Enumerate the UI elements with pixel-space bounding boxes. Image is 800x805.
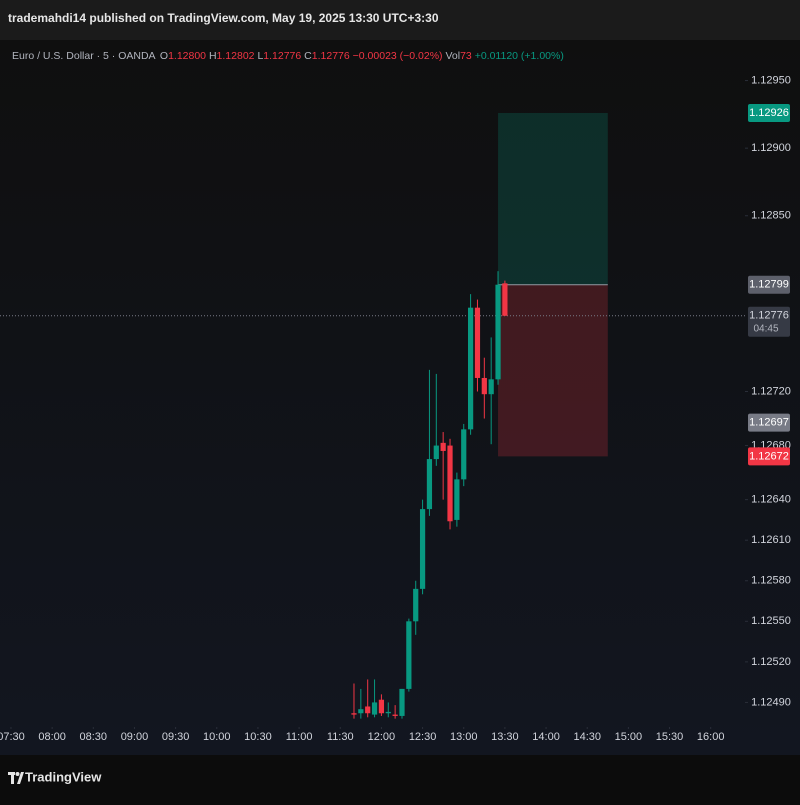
candle-body (467, 307, 474, 430)
x-tick-label: 16:00 (697, 731, 725, 743)
close: 1.12776 (312, 50, 350, 62)
x-tick-label: 12:30 (409, 731, 437, 743)
candle-body (371, 702, 378, 715)
high: 1.12802 (217, 50, 255, 62)
logo-shape (17, 772, 24, 784)
y-tick-label: 1.12950 (751, 74, 791, 86)
y-tick-label: 1.12550 (751, 615, 791, 627)
publish-info: trademahdi14 published on TradingView.co… (8, 11, 439, 25)
logo (8, 772, 24, 784)
axes: 1.129501.129001.128501.127201.126801.126… (0, 74, 791, 742)
x-tick-label: 08:00 (38, 731, 66, 743)
x-tick-label: 13:30 (491, 731, 519, 743)
footer (0, 755, 800, 800)
symbol: Euro / U.S. Dollar · 5 · OANDA (12, 50, 156, 62)
x-tick-label: 15:00 (615, 731, 643, 743)
x-tick-label: 12:00 (368, 731, 396, 743)
x-tick-label: 11:30 (327, 731, 354, 743)
marker-badge (748, 413, 790, 432)
y-tick-label: 1.12520 (751, 656, 791, 668)
stop-label: 1.12672 (749, 450, 789, 462)
marker-label: 1.12697 (749, 416, 789, 428)
plot-area (0, 113, 745, 719)
target-label: 1.12926 (749, 107, 789, 119)
candle-body (378, 699, 385, 714)
stop-badge (748, 447, 790, 466)
x-tick-label: 07:30 (0, 731, 25, 743)
chart-background (0, 40, 800, 755)
x-tick-label: 14:30 (573, 731, 601, 743)
low: 1.12776 (263, 50, 301, 62)
logo-shape (11, 772, 14, 784)
brand: TradingView (25, 769, 102, 784)
open-label: O (160, 50, 168, 62)
high-label: H (209, 50, 217, 62)
volume-label: Vol (445, 50, 460, 62)
low-label: L (257, 50, 263, 62)
x-tick-label: 13:00 (450, 731, 478, 743)
candle-body (433, 445, 439, 460)
candle-body (461, 429, 467, 480)
x-tick-label: 10:00 (203, 731, 231, 743)
x-tick-label: 09:30 (162, 731, 190, 743)
last-price-countdown: 04:45 (753, 323, 778, 334)
y-tick-label: 1.12640 (751, 494, 791, 506)
candle-body (447, 445, 453, 522)
candle-body (365, 706, 371, 714)
candle-body (413, 588, 419, 622)
candle-body (488, 379, 494, 395)
candle-body (385, 711, 391, 714)
stop-zone (498, 284, 608, 457)
y-tick-label: 1.12580 (751, 575, 791, 587)
open: 1.12800 (168, 50, 206, 62)
target-badge (748, 104, 790, 123)
candle-body (440, 442, 446, 451)
y-tick-label: 1.12850 (751, 210, 791, 222)
top-bar (0, 0, 800, 40)
logo-shape (15, 772, 20, 776)
y-tick-label: 1.12720 (751, 385, 791, 397)
volume: 73 (460, 50, 472, 62)
y-tick-label: 1.12610 (751, 534, 791, 546)
candle-body (419, 509, 426, 589)
x-tick-label: 11:00 (286, 731, 313, 743)
candle-body (399, 688, 405, 716)
candle-body (481, 377, 487, 395)
candle-body (351, 713, 357, 715)
candle-body (406, 621, 412, 689)
candle-body (495, 284, 501, 380)
legend: Euro / U.S. Dollar · 5 · OANDA O1.12800 … (12, 50, 564, 62)
candle-body (474, 307, 481, 378)
x-tick-label: 10:30 (244, 731, 272, 743)
last-price-label: 1.12776 (749, 310, 789, 322)
y-tick-label: 1.12490 (751, 696, 791, 708)
x-tick-label: 15:30 (656, 731, 684, 743)
last-price-badge (748, 306, 790, 337)
candle-body (392, 714, 398, 716)
candle-body (454, 479, 460, 520)
candle-body (358, 709, 364, 714)
entry-label: 1.12799 (749, 279, 789, 291)
day-change: +0.01120 (+1.00%) (475, 50, 564, 62)
entry-badge (748, 275, 790, 294)
x-tick-label: 14:00 (532, 731, 560, 743)
change: −0.00023 (−0.02%) (353, 50, 443, 62)
close-label: C (304, 50, 312, 62)
x-tick-label: 09:00 (121, 731, 149, 743)
candle-body (502, 283, 508, 316)
candle-body (426, 459, 433, 510)
y-tick-label: 1.12900 (751, 142, 791, 154)
x-tick-label: 08:30 (80, 731, 108, 743)
target-zone (498, 113, 608, 285)
